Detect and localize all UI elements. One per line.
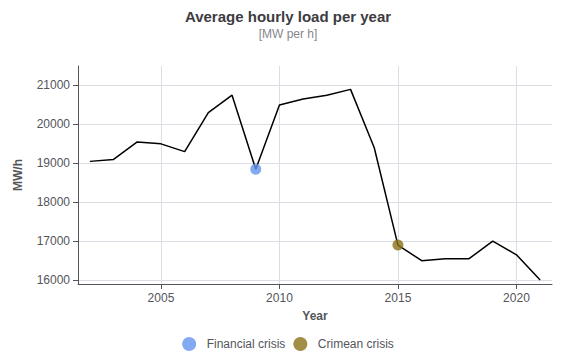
svg-text:2005: 2005 bbox=[148, 291, 175, 305]
svg-text:2010: 2010 bbox=[266, 291, 293, 305]
svg-text:2020: 2020 bbox=[503, 291, 530, 305]
svg-text:MW/h: MW/h bbox=[11, 159, 25, 191]
svg-text:Average hourly load per year: Average hourly load per year bbox=[185, 8, 391, 25]
svg-text:Year: Year bbox=[302, 309, 328, 323]
svg-text:19000: 19000 bbox=[37, 156, 71, 170]
svg-text:[MW per h]: [MW per h] bbox=[259, 27, 318, 41]
svg-text:20000: 20000 bbox=[37, 117, 71, 131]
svg-text:Crimean crisis: Crimean crisis bbox=[318, 337, 394, 351]
svg-text:16000: 16000 bbox=[37, 273, 71, 287]
svg-text:Financial crisis: Financial crisis bbox=[207, 337, 286, 351]
svg-text:21000: 21000 bbox=[37, 78, 71, 92]
svg-text:17000: 17000 bbox=[37, 234, 71, 248]
svg-text:2015: 2015 bbox=[385, 291, 412, 305]
svg-text:18000: 18000 bbox=[37, 195, 71, 209]
